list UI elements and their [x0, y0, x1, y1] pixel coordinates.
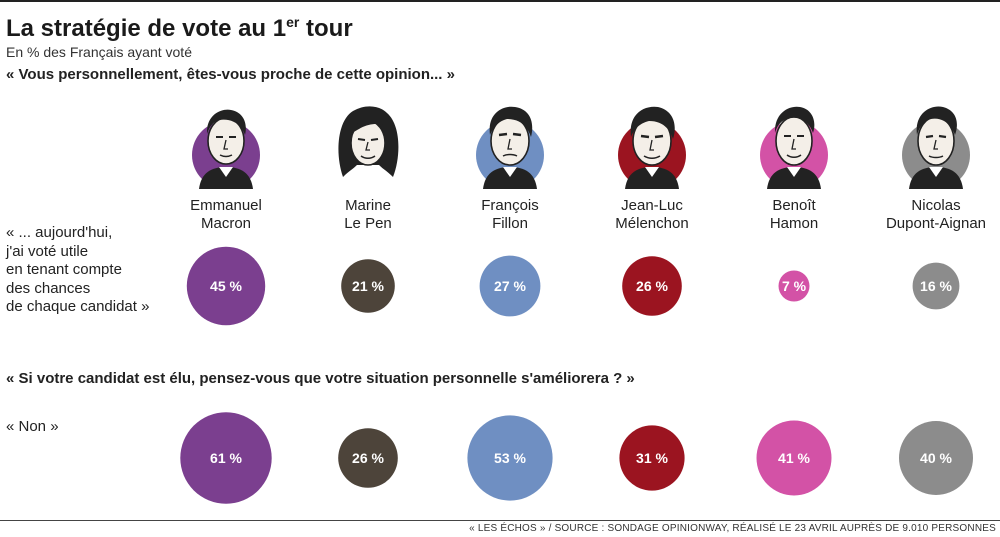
bubble-row2-col5 [756, 420, 832, 496]
bubble-row1-col6 [912, 262, 960, 310]
candidate-name-fillon: François Fillon [481, 197, 539, 232]
chart-subtitle: En % des Français ayant voté [6, 44, 192, 60]
bubble-label-row1-col3: 27 % [494, 278, 526, 294]
bubble-row2-col1 [180, 412, 272, 504]
melenchon-portrait-icon [618, 106, 686, 189]
bubble-row1-col2 [341, 259, 395, 313]
bubble-row2-col2 [338, 428, 398, 488]
bubble-row2-col4 [619, 425, 685, 491]
bubble-label-row1-col4: 26 % [636, 278, 668, 294]
bubble-label-row2-col5: 41 % [778, 450, 810, 466]
bubble-label-row2-col4: 31 % [636, 450, 668, 466]
candidate-name-macron: Emmanuel Macron [190, 197, 262, 232]
bubble-row2-col6 [899, 421, 973, 495]
bubble-label-row1-col6: 16 % [920, 278, 952, 294]
answer-label-1: « ... aujourd'hui, j'ai voté utile en te… [6, 224, 150, 316]
candidate-name-hamon: Benoît Hamon [769, 197, 819, 232]
bubble-label-row2-col3: 53 % [494, 450, 526, 466]
top-rule [0, 0, 1000, 2]
bubble-label-row1-col5: 7 % [782, 278, 807, 294]
bubble-row1-col4 [622, 256, 682, 316]
bubble-row1-col5 [778, 270, 810, 302]
bubble-row1-col3 [479, 255, 541, 317]
macron-portrait-icon [192, 109, 260, 189]
fillon-portrait-icon [476, 106, 544, 189]
source-note: « LES ÉCHOS » / SOURCE : SONDAGE OPINION… [469, 523, 996, 534]
bubble-label-row2-col1: 61 % [210, 450, 242, 466]
dupont-aignan-portrait-icon [902, 106, 970, 189]
answer-label-2: « Non » [6, 418, 59, 435]
bubble-row2-col3 [467, 415, 553, 501]
hamon-portrait-icon [760, 106, 828, 189]
bubble-label-row1-col1: 45 % [210, 278, 242, 294]
candidate-name-le-pen: Marine Le Pen [344, 197, 392, 232]
bubble-label-row2-col2: 26 % [352, 450, 384, 466]
candidate-name-melenchon: Jean-Luc Mélenchon [615, 197, 689, 232]
bubble-label-row2-col6: 40 % [920, 450, 952, 466]
bubble-label-row1-col2: 21 % [352, 278, 384, 294]
candidate-name-dupont-aignan: Nicolas Dupont-Aignan [885, 197, 987, 232]
question-2: « Si votre candidat est élu, pensez-vous… [6, 370, 635, 387]
chart-title: La stratégie de vote au 1er tour [6, 14, 353, 42]
question-1: « Vous personnellement, êtes-vous proche… [6, 66, 455, 83]
bottom-rule [0, 520, 1000, 521]
le-pen-portrait-icon [338, 106, 399, 177]
bubble-row1-col1 [186, 246, 266, 326]
